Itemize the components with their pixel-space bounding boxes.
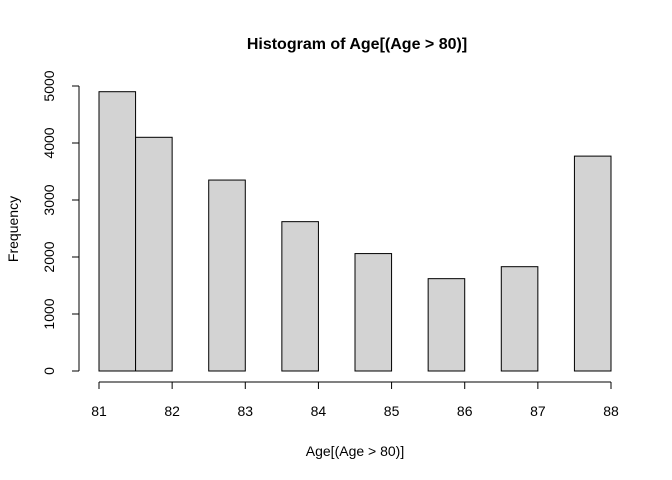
histogram-bar xyxy=(354,253,393,372)
x-tick-label: 81 xyxy=(91,403,107,419)
x-tick-label: 82 xyxy=(164,403,180,419)
histogram-bar xyxy=(208,179,246,372)
y-tick-label: 2000 xyxy=(41,241,57,272)
y-tick-label: 4000 xyxy=(41,127,57,158)
bars-group xyxy=(98,91,612,372)
histogram-bar xyxy=(427,278,466,372)
y-tick-label: 5000 xyxy=(41,70,57,101)
chart-title: Histogram of Age[(Age > 80)] xyxy=(247,36,467,53)
x-tick-label: 87 xyxy=(530,403,546,419)
y-tick-label: 0 xyxy=(41,367,57,375)
histogram-bar xyxy=(573,155,612,372)
histogram-bar xyxy=(98,91,137,372)
y-axis-label: Frequency xyxy=(5,196,21,262)
y-axis: 0 1000 2000 3000 4000 5000 xyxy=(41,70,80,375)
y-tick-label: 1000 xyxy=(41,298,57,329)
x-tick-label: 84 xyxy=(311,403,327,419)
histogram-bar xyxy=(281,221,319,372)
x-axis: 81 82 83 84 85 86 87 88 xyxy=(91,381,619,419)
histogram-bar xyxy=(500,266,539,372)
x-tick-label: 83 xyxy=(237,403,253,419)
x-axis-label: Age[(Age > 80)] xyxy=(306,443,404,459)
x-tick-label: 85 xyxy=(384,403,400,419)
histogram-bar xyxy=(135,136,173,372)
x-tick-label: 86 xyxy=(457,403,473,419)
y-tick-label: 3000 xyxy=(41,184,57,215)
x-tick-label: 88 xyxy=(603,403,619,419)
